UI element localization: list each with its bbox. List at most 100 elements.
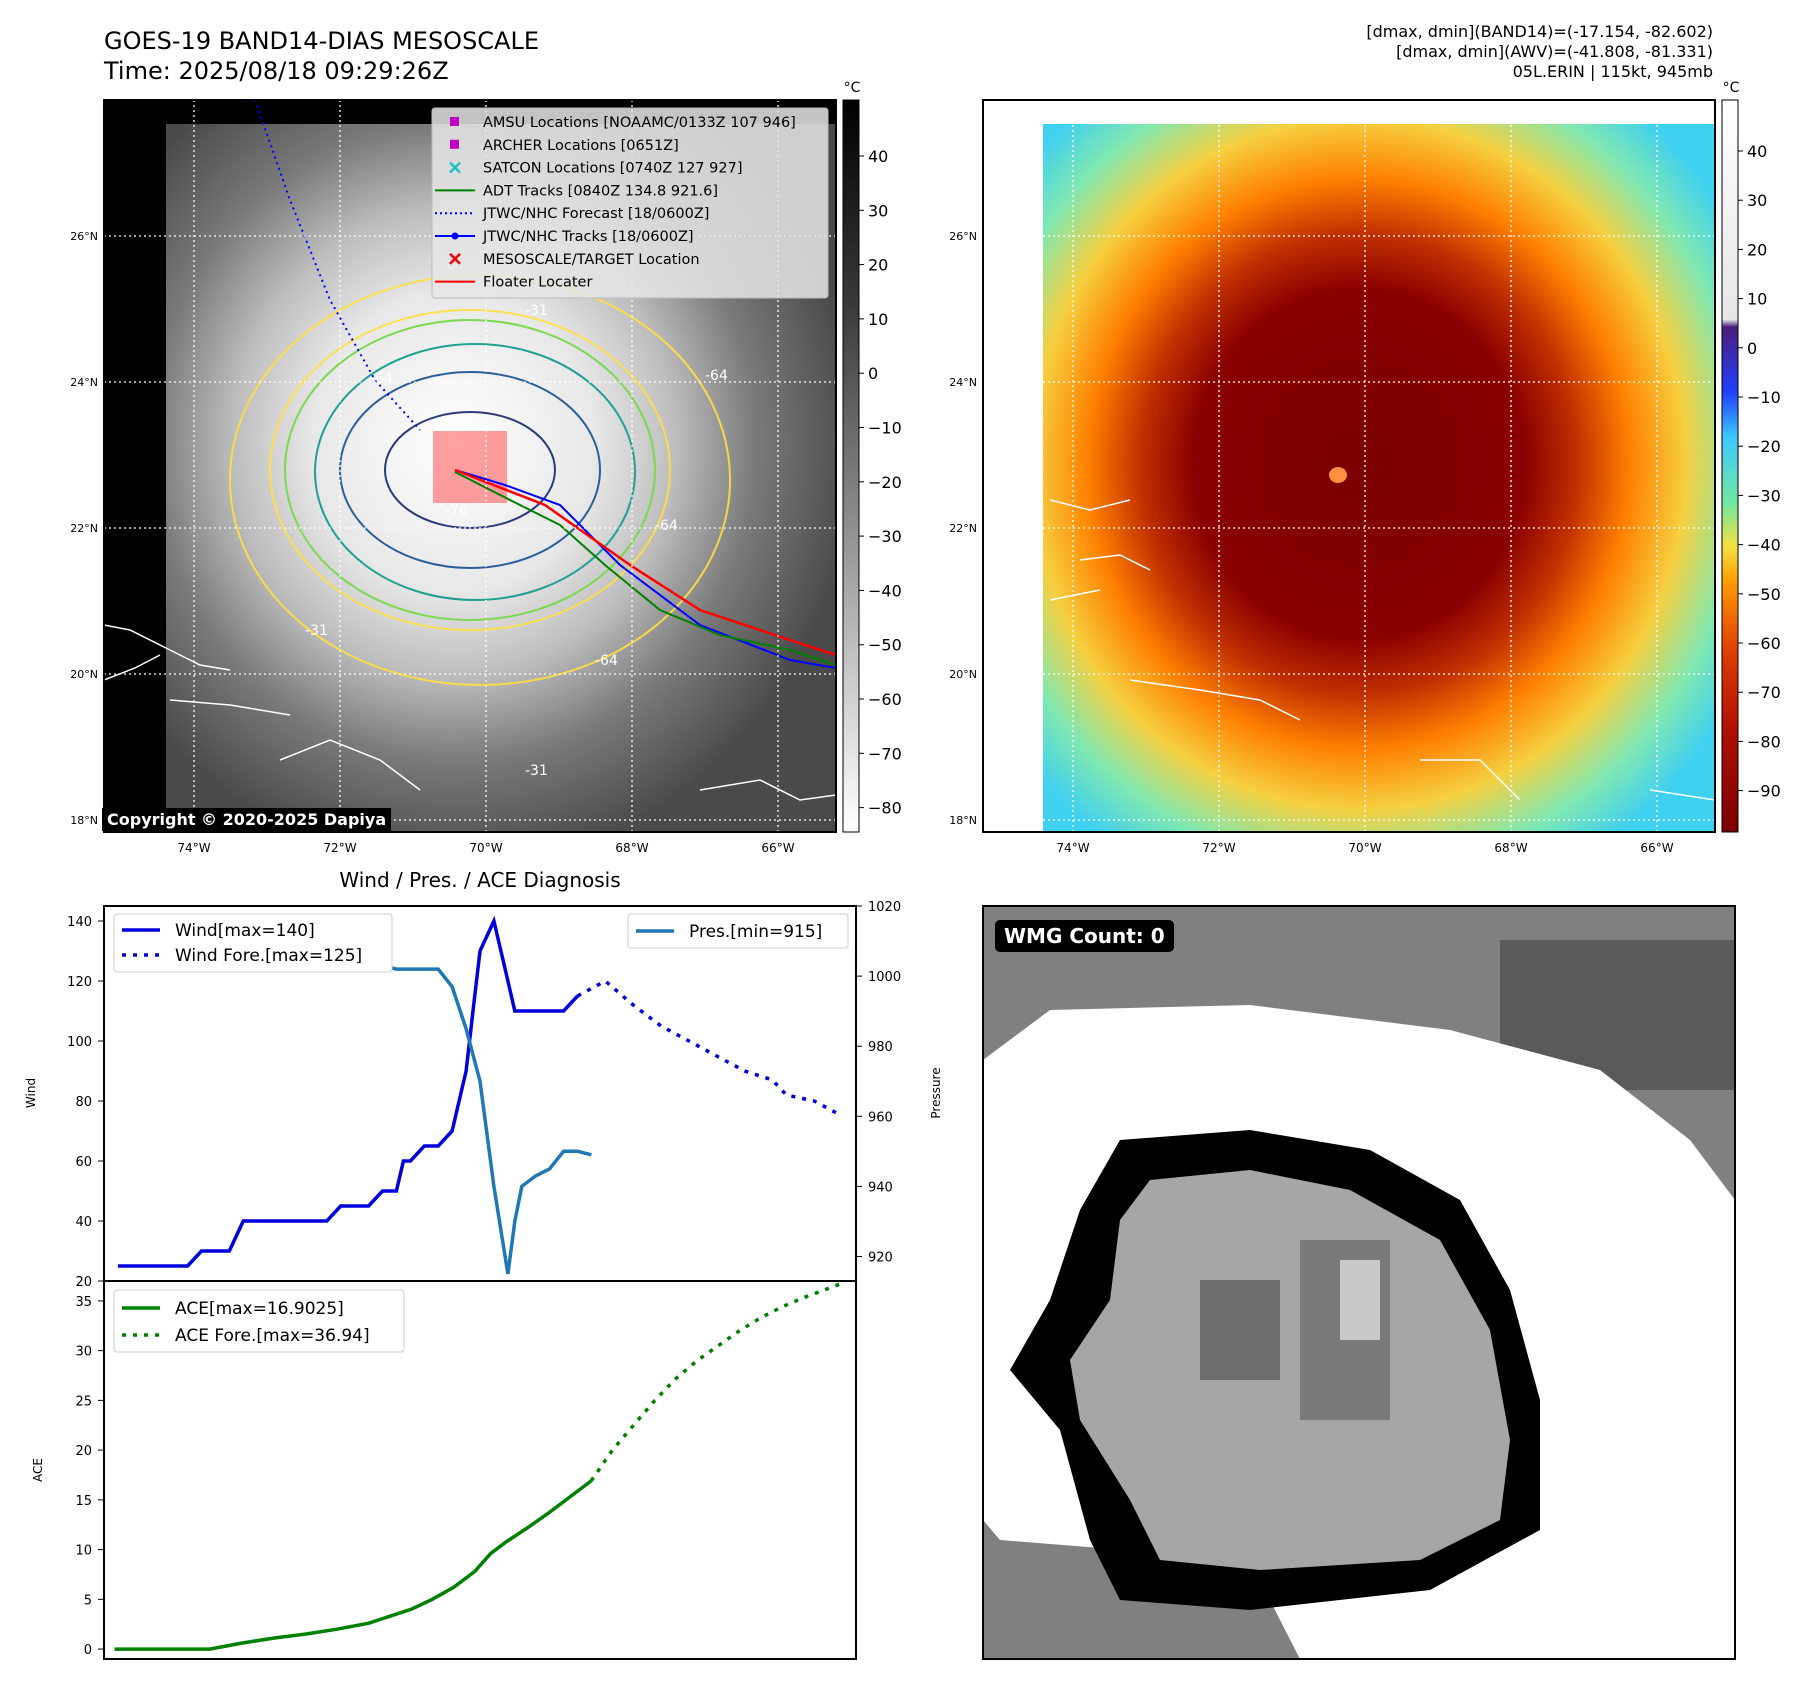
awv-colorbar: °C 40 30 20 10 0 −10 −20 −30 −40 −50 −60 −70 −80 −90 — [1721, 80, 1781, 833]
wind-ytick-label: 40 — [75, 1215, 92, 1230]
contour-teal — [314, 343, 636, 601]
ace-legend-label: ACE[max=16.9025] — [175, 1299, 344, 1319]
lon-tick-label: 68°W — [1494, 841, 1527, 855]
legend-label: SATCON Locations [0740Z 127 927] — [483, 161, 742, 177]
legend-label: JTWC/NHC Forecast [18/0600Z] — [482, 206, 709, 222]
awv-gridlines — [983, 100, 1715, 832]
ace-ytick-label: 30 — [75, 1345, 92, 1360]
lat-tick-label: 22°N — [949, 522, 977, 535]
ace-ytick-label: 25 — [75, 1394, 92, 1409]
pressure-ytick-label: 960 — [868, 1110, 893, 1125]
ace-ytick-label: 20 — [75, 1444, 92, 1459]
colorbar-tick-label: −60 — [1747, 634, 1781, 653]
lat-tick-label: 18°N — [70, 814, 98, 827]
wmg-count-badge: WMG Count: 0 — [995, 920, 1174, 952]
colorbar-tick-label: −10 — [1747, 388, 1781, 407]
wind-ytick-label: 140 — [67, 915, 92, 930]
colorbar-tick-label: −70 — [1747, 683, 1781, 702]
lat-tick-label: 26°N — [949, 230, 977, 243]
contour-label: -31 — [525, 303, 548, 319]
colorbar-tick-label: −80 — [868, 799, 902, 818]
title-time: Time: 2025/08/18 09:29:26Z — [104, 57, 449, 85]
lat-tick-label: 26°N — [70, 230, 98, 243]
colorbar-tick-label: −20 — [1747, 437, 1781, 456]
ir-axis-ticks: 26°N 24°N 22°N 20°N 18°N 74°W 72°W 70°W 68°W 66°W — [70, 230, 794, 855]
copyright-label: Copyright © 2020-2025 Dapiya — [102, 808, 392, 831]
colorbar-tick-label: 30 — [868, 201, 888, 220]
ir-colorbar-bar — [842, 99, 860, 833]
contour-label: -64 — [595, 653, 618, 669]
legend-label: Floater Locater — [483, 275, 592, 291]
wind-legend-label: Wind Fore.[max=125] — [175, 946, 362, 966]
wind-ytick-label: 20 — [75, 1275, 92, 1290]
wmg-gray-core — [1070, 1170, 1510, 1570]
ace-legend-label: ACE Fore.[max=36.94] — [175, 1326, 370, 1346]
awv-colorbar-unit: °C — [1723, 80, 1740, 96]
ace-series-layer — [114, 1281, 847, 1651]
figure-title: GOES-19 BAND14-DIAS MESOSCALE Time: 2025… — [104, 26, 539, 86]
wind-legend-label: Wind[max=140] — [175, 921, 315, 941]
lon-tick-label: 74°W — [177, 841, 210, 855]
ir-colorbar-ticks: 40 30 20 10 0 −10 −20 −30 −40 −50 −60 −70 −80 — [859, 147, 902, 818]
legend-marker-x — [449, 161, 461, 174]
pressure-ytick-label: 1000 — [868, 970, 901, 985]
wmg-core-dark — [1200, 1280, 1280, 1380]
pressure-legend-label: Pres.[min=915] — [689, 922, 822, 942]
contour-label: -64 — [655, 518, 678, 534]
colorbar-tick-label: 30 — [1747, 191, 1767, 210]
colorbar-tick-label: −20 — [868, 473, 902, 492]
info-storm: 05L.ERIN | 115kt, 945mb — [1512, 62, 1713, 81]
ace-legend: ACE[max=16.9025] ACE Fore.[max=36.94] — [113, 1289, 405, 1353]
lon-tick-label: 68°W — [615, 841, 648, 855]
lat-tick-label: 20°N — [70, 668, 98, 681]
diagnosis-title: Wind / Pres. / ACE Diagnosis — [339, 868, 620, 892]
pressure-legend-box — [627, 913, 849, 949]
awv-axis-ticks: 26°N 24°N 22°N 20°N 18°N 74°W 72°W 70°W 68°W 66°W — [949, 230, 1673, 855]
pressure-ytick-label: 980 — [868, 1040, 893, 1055]
pressure-ytick-label: 940 — [868, 1180, 893, 1195]
floater-track — [454, 468, 836, 657]
wind-legend-box — [113, 913, 393, 973]
lat-tick-label: 24°N — [70, 376, 98, 389]
ir-colorbar: °C 40 30 20 10 0 −10 −20 −30 −40 −50 −60 −70 −80 — [842, 80, 902, 833]
ace-ytick-label: 5 — [84, 1593, 92, 1608]
lat-tick-label: 18°N — [949, 814, 977, 827]
pressure-ytick-label: 1020 — [868, 900, 901, 915]
lon-tick-label: 70°W — [469, 841, 502, 855]
legend-label: JTWC/NHC Tracks [18/0600Z] — [482, 229, 694, 245]
contour-yellow — [269, 309, 671, 631]
info-awv: [dmax, dmin](AWV)=(-41.808, -81.331) — [1396, 42, 1713, 61]
colorbar-tick-label: −40 — [1747, 536, 1781, 555]
wind-ytick-label: 80 — [75, 1095, 92, 1110]
awv-field — [1043, 124, 1715, 832]
legend-label: AMSU Locations [NOAAMC/0133Z 107 946] — [483, 115, 796, 131]
lon-tick-label: 74°W — [1056, 841, 1089, 855]
pressure-ytick-label: 920 — [868, 1250, 893, 1265]
colorbar-tick-label: 20 — [1747, 240, 1767, 259]
lon-tick-label: 70°W — [1348, 841, 1381, 855]
ace-series-line — [114, 1479, 593, 1651]
ace-ylabel: ACE — [31, 1458, 45, 1482]
ace-ytick-label: 35 — [75, 1295, 92, 1310]
lon-tick-label: 66°W — [1640, 841, 1673, 855]
legend-marker-square — [450, 139, 459, 149]
coastline — [104, 624, 836, 801]
wind-legend: Wind[max=140] Wind Fore.[max=125] — [113, 913, 393, 973]
wind-ytick-label: 60 — [75, 1155, 92, 1170]
awv-coastline — [1049, 499, 1715, 801]
legend-marker-x — [449, 252, 461, 265]
colorbar-tick-label: 10 — [868, 310, 888, 329]
colorbar-tick-label: 10 — [1747, 290, 1767, 309]
pressure-ylabel: Pressure — [929, 1067, 943, 1118]
contour-label: -76 — [445, 503, 468, 519]
wind-ytick-label: 120 — [67, 975, 92, 990]
colorbar-tick-label: −40 — [868, 581, 902, 600]
contour-labels: -64 -76 -31 -64 -64 -31 -64 -31 — [305, 303, 728, 779]
colorbar-tick-label: 40 — [868, 147, 888, 166]
wind-ylabel: Wind — [24, 1078, 38, 1108]
title-satellite: GOES-19 BAND14-DIAS MESOSCALE — [104, 27, 540, 55]
ir-map-frame — [103, 99, 837, 833]
legend-label: ARCHER Locations [0651Z] — [483, 138, 679, 154]
mesoscale-target-box — [433, 431, 507, 503]
